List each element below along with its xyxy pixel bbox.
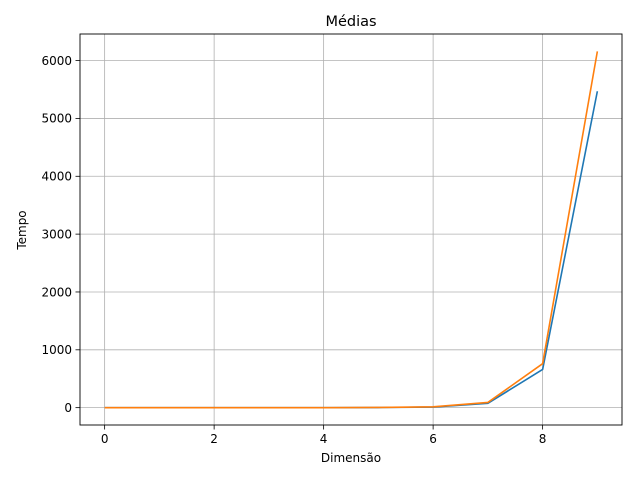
x-axis-label: Dimensão xyxy=(321,451,381,465)
x-tick-label: 4 xyxy=(320,432,328,446)
y-tick-label: 5000 xyxy=(41,112,72,126)
y-tick-label: 2000 xyxy=(41,285,72,299)
x-tick-label: 6 xyxy=(429,432,437,446)
x-tick-label: 2 xyxy=(210,432,218,446)
chart-title: Médias xyxy=(325,14,376,30)
y-tick-label: 4000 xyxy=(41,170,72,184)
x-tick-label: 8 xyxy=(539,432,547,446)
plot-frame xyxy=(79,33,623,426)
series-line-2 xyxy=(104,51,599,409)
grid xyxy=(80,34,622,425)
y-tick-label: 6000 xyxy=(41,54,72,68)
y-tick-label: 3000 xyxy=(41,227,72,241)
series-lines xyxy=(104,51,599,409)
y-axis-label: Tempo xyxy=(15,210,29,250)
y-ticks: 0 1000 2000 3000 4000 5000 6000 xyxy=(41,54,80,415)
y-tick-label: 1000 xyxy=(41,343,72,357)
y-tick-label: 0 xyxy=(64,401,72,415)
x-tick-label: 0 xyxy=(101,432,109,446)
x-ticks: 0 2 4 6 8 xyxy=(101,425,547,446)
